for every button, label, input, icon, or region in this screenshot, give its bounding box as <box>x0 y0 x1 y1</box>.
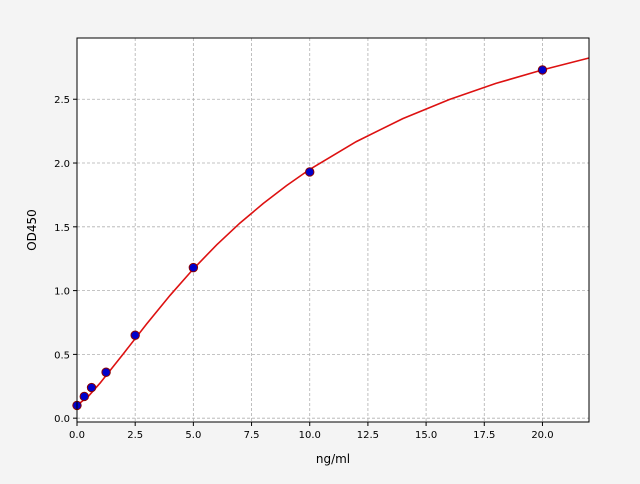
plot-frame <box>76 37 590 423</box>
y-tick-label: 1.0 <box>54 287 70 298</box>
data-point <box>86 382 97 393</box>
data-point <box>305 167 315 177</box>
x-tick-label: 5.0 <box>185 430 201 441</box>
data-point <box>101 367 111 377</box>
data-points <box>72 65 548 411</box>
x-tick-label: 20.0 <box>531 430 553 441</box>
fit-curve <box>76 57 590 407</box>
plot-area <box>77 38 589 422</box>
x-axis-label: ng/ml <box>316 452 350 466</box>
x-tick-label: 2.5 <box>127 430 143 441</box>
x-axis-ticks: 0.0 2.5 5.0 7.5 10.0 12.5 15.0 17.5 20.0 <box>69 422 554 441</box>
x-tick-label: 12.5 <box>357 430 379 441</box>
y-axis-label: OD450 <box>25 209 39 251</box>
data-point <box>188 262 199 273</box>
fit-curve-group <box>76 57 590 407</box>
x-tick-label: 7.5 <box>244 430 260 441</box>
y-axis-ticks: 0.0 0.5 1.0 1.5 2.0 2.5 <box>54 95 77 425</box>
x-tick-label: 10.0 <box>299 430 321 441</box>
y-tick-label: 2.0 <box>54 159 70 170</box>
y-tick-label: 2.5 <box>54 95 70 106</box>
x-tick-label: 15.0 <box>415 430 437 441</box>
y-tick-label: 1.5 <box>54 223 70 234</box>
data-point <box>537 65 548 75</box>
y-tick-label: 0.0 <box>54 414 70 425</box>
y-tick-label: 0.5 <box>54 350 70 361</box>
x-tick-label: 0.0 <box>69 430 85 441</box>
data-point <box>79 391 89 402</box>
x-tick-label: 17.5 <box>473 430 495 441</box>
grid <box>76 38 589 422</box>
data-point <box>130 330 140 340</box>
